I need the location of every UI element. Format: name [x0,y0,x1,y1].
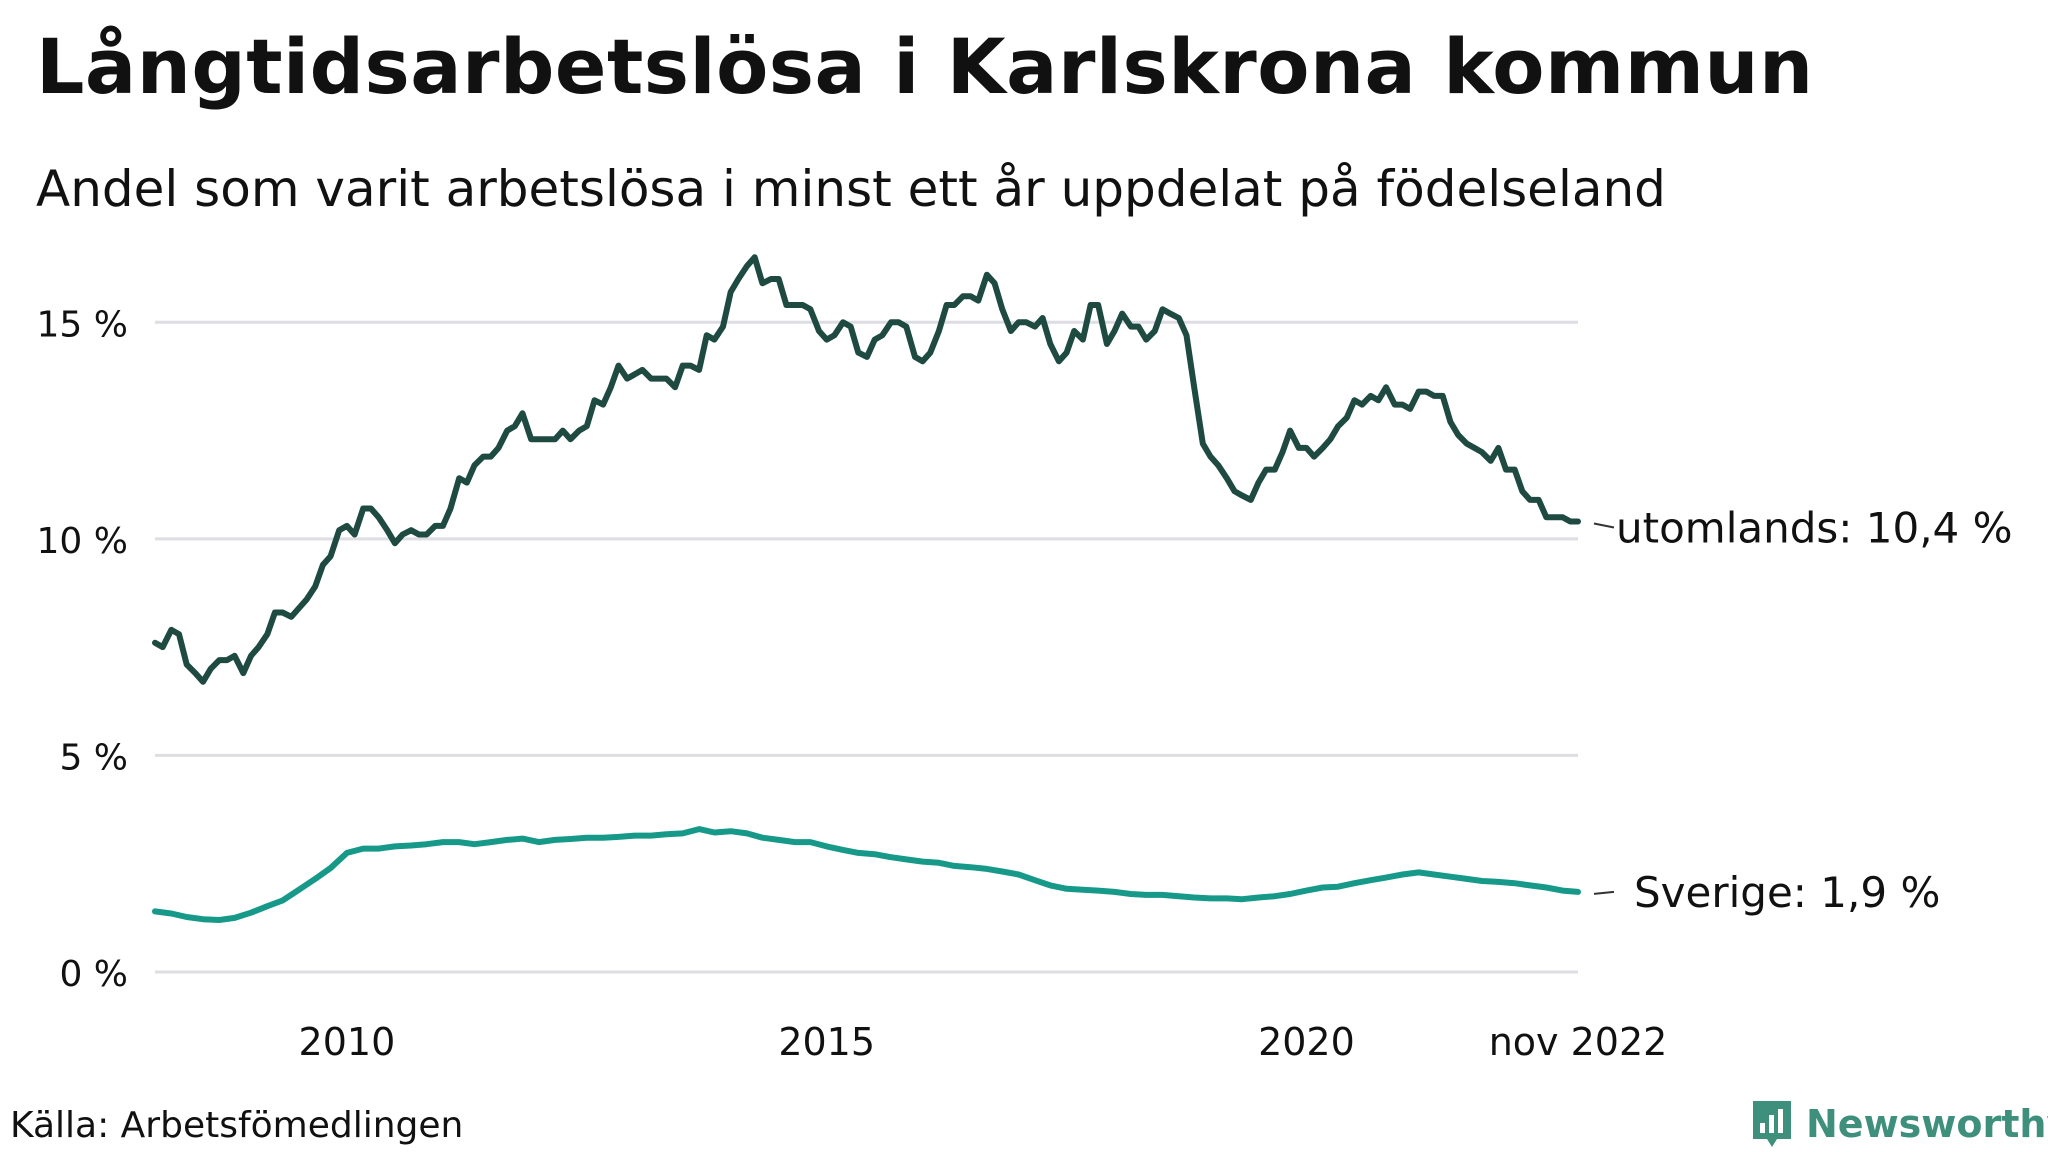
y-tick-label: 0 % [59,954,128,995]
y-tick-label: 10 % [37,521,128,562]
series-line-sverige [152,826,1581,923]
line-chart: 0 % 5 % 10 % 15 % 2010 2015 2020 nov 2022 utomla… [37,254,2013,1064]
series-end-label-utomlands: utomlands: 10,4 % [1616,504,2013,553]
x-tick-label: 2010 [299,1020,396,1064]
source-note: Källa: Arbetsfömedlingen [10,1105,464,1146]
end-label-leader [1593,522,1615,529]
series-line-utomlands [152,254,1581,685]
x-tick-label: 2015 [778,1020,875,1064]
series-end-label-sverige: Sverige: 1,9 % [1634,868,1940,917]
y-tick-label: 5 % [59,737,128,778]
x-tick-label: nov 2022 [1489,1020,1668,1064]
x-tick-label: 2020 [1258,1020,1355,1064]
newsworthy-bar-chart-icon [1753,1101,1791,1147]
page-title: Långtidsarbetslösa i Karlskrona kommun [36,22,1814,111]
brand-logo: Newsworthy [1750,1098,2048,1150]
y-tick-label: 15 % [37,304,128,345]
brand-name: Newsworthy [1806,1102,2048,1146]
page-subtitle: Andel som varit arbetslösa i minst ett å… [36,160,1666,218]
end-label-leader [1593,890,1615,895]
